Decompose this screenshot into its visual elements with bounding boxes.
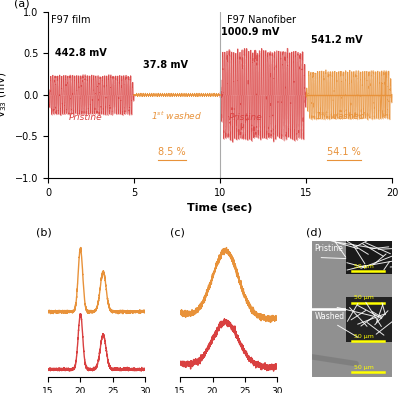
Text: 50 µm: 50 µm <box>354 264 374 269</box>
Text: 50 μm: 50 μm <box>354 296 374 301</box>
X-axis label: Time (sec): Time (sec) <box>187 203 253 213</box>
Text: Washed: Washed <box>314 312 345 321</box>
Text: 1$^{st}$ washed: 1$^{st}$ washed <box>314 109 366 122</box>
Text: 1$^{st}$ washed: 1$^{st}$ washed <box>151 109 202 122</box>
Text: 1000.9 mV: 1000.9 mV <box>221 27 279 37</box>
Text: 50 µm: 50 µm <box>354 334 374 338</box>
Text: Pristine: Pristine <box>229 113 262 122</box>
Y-axis label: V$_{33}$ (mV): V$_{33}$ (mV) <box>0 72 9 118</box>
Bar <box>312 241 392 308</box>
Text: (b): (b) <box>36 228 52 238</box>
Text: (c): (c) <box>170 228 185 238</box>
Text: F97 Nanofiber: F97 Nanofiber <box>227 15 296 25</box>
Text: 54.1 %: 54.1 % <box>327 147 360 157</box>
Text: 37.8 mV: 37.8 mV <box>142 60 188 70</box>
Text: (a): (a) <box>14 0 29 9</box>
Text: 50 μm: 50 μm <box>354 365 374 370</box>
Text: Pristine: Pristine <box>314 244 344 253</box>
Bar <box>312 311 392 377</box>
Text: 442.8 mV: 442.8 mV <box>55 48 107 58</box>
Text: 541.2 mV: 541.2 mV <box>311 35 363 45</box>
Text: F97 film: F97 film <box>52 15 91 25</box>
Text: 8.5 %: 8.5 % <box>158 147 186 157</box>
Text: Pristine: Pristine <box>69 113 102 122</box>
Bar <box>346 297 392 342</box>
Bar <box>346 226 392 274</box>
Text: (d): (d) <box>306 228 322 238</box>
